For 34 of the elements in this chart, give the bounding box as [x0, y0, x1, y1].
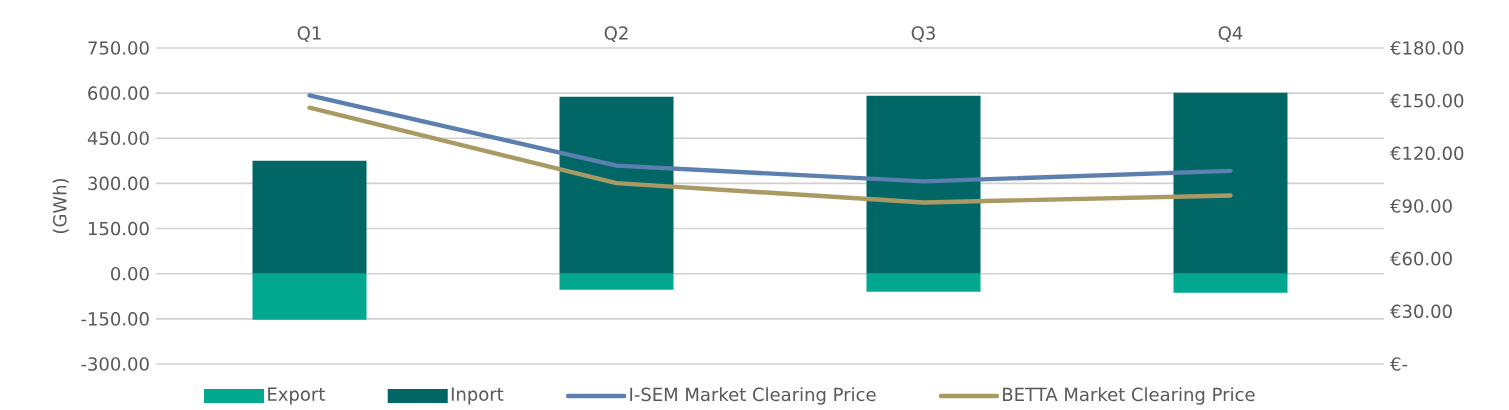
y-tick-label: 600.00: [88, 86, 149, 100]
line-series: [307, 105, 1233, 205]
bar: [1173, 92, 1288, 274]
bar: [866, 273, 981, 292]
x-tick-label: Q2: [604, 26, 628, 42]
y2-tick-label: €150.00: [1390, 93, 1464, 108]
y-tick-label: 750.00: [88, 41, 149, 55]
y-tick-label: 0.00: [111, 266, 149, 281]
bar: [866, 95, 981, 274]
y2-tick-label: €30.00: [1390, 304, 1452, 319]
x-tick-label: Q1: [297, 26, 321, 42]
legend-label: BETTA Market Clearing Price: [1003, 387, 1255, 405]
bar: [1173, 273, 1288, 293]
legend-label: Export: [268, 387, 325, 405]
y-tick-label: 300.00: [88, 176, 149, 191]
y-axis-title: (GWh): [52, 178, 69, 234]
y2-tick-label: €180.00: [1390, 41, 1464, 55]
y2-tick-label: €120.00: [1390, 146, 1464, 161]
bar: [559, 96, 674, 274]
x-tick-label: Q3: [911, 26, 935, 42]
y-tick-label: -150.00: [81, 312, 149, 326]
y2-tick-label: €-: [1390, 357, 1408, 371]
y-tick-label: 450.00: [87, 131, 149, 146]
y2-tick-label: €90.00: [1390, 199, 1452, 213]
legend-label: I-SEM Market Clearing Price: [630, 387, 876, 405]
x-tick-label: Q4: [1218, 26, 1243, 42]
bar: [559, 273, 674, 290]
bar: [252, 273, 367, 320]
line-series: [307, 93, 1233, 184]
y-tick-label: -300.00: [81, 357, 149, 371]
legend-label: Inport: [451, 387, 504, 405]
bar: [252, 160, 367, 274]
y2-tick-label: €60.00: [1390, 251, 1452, 266]
y-tick-label: 150.00: [88, 221, 149, 236]
